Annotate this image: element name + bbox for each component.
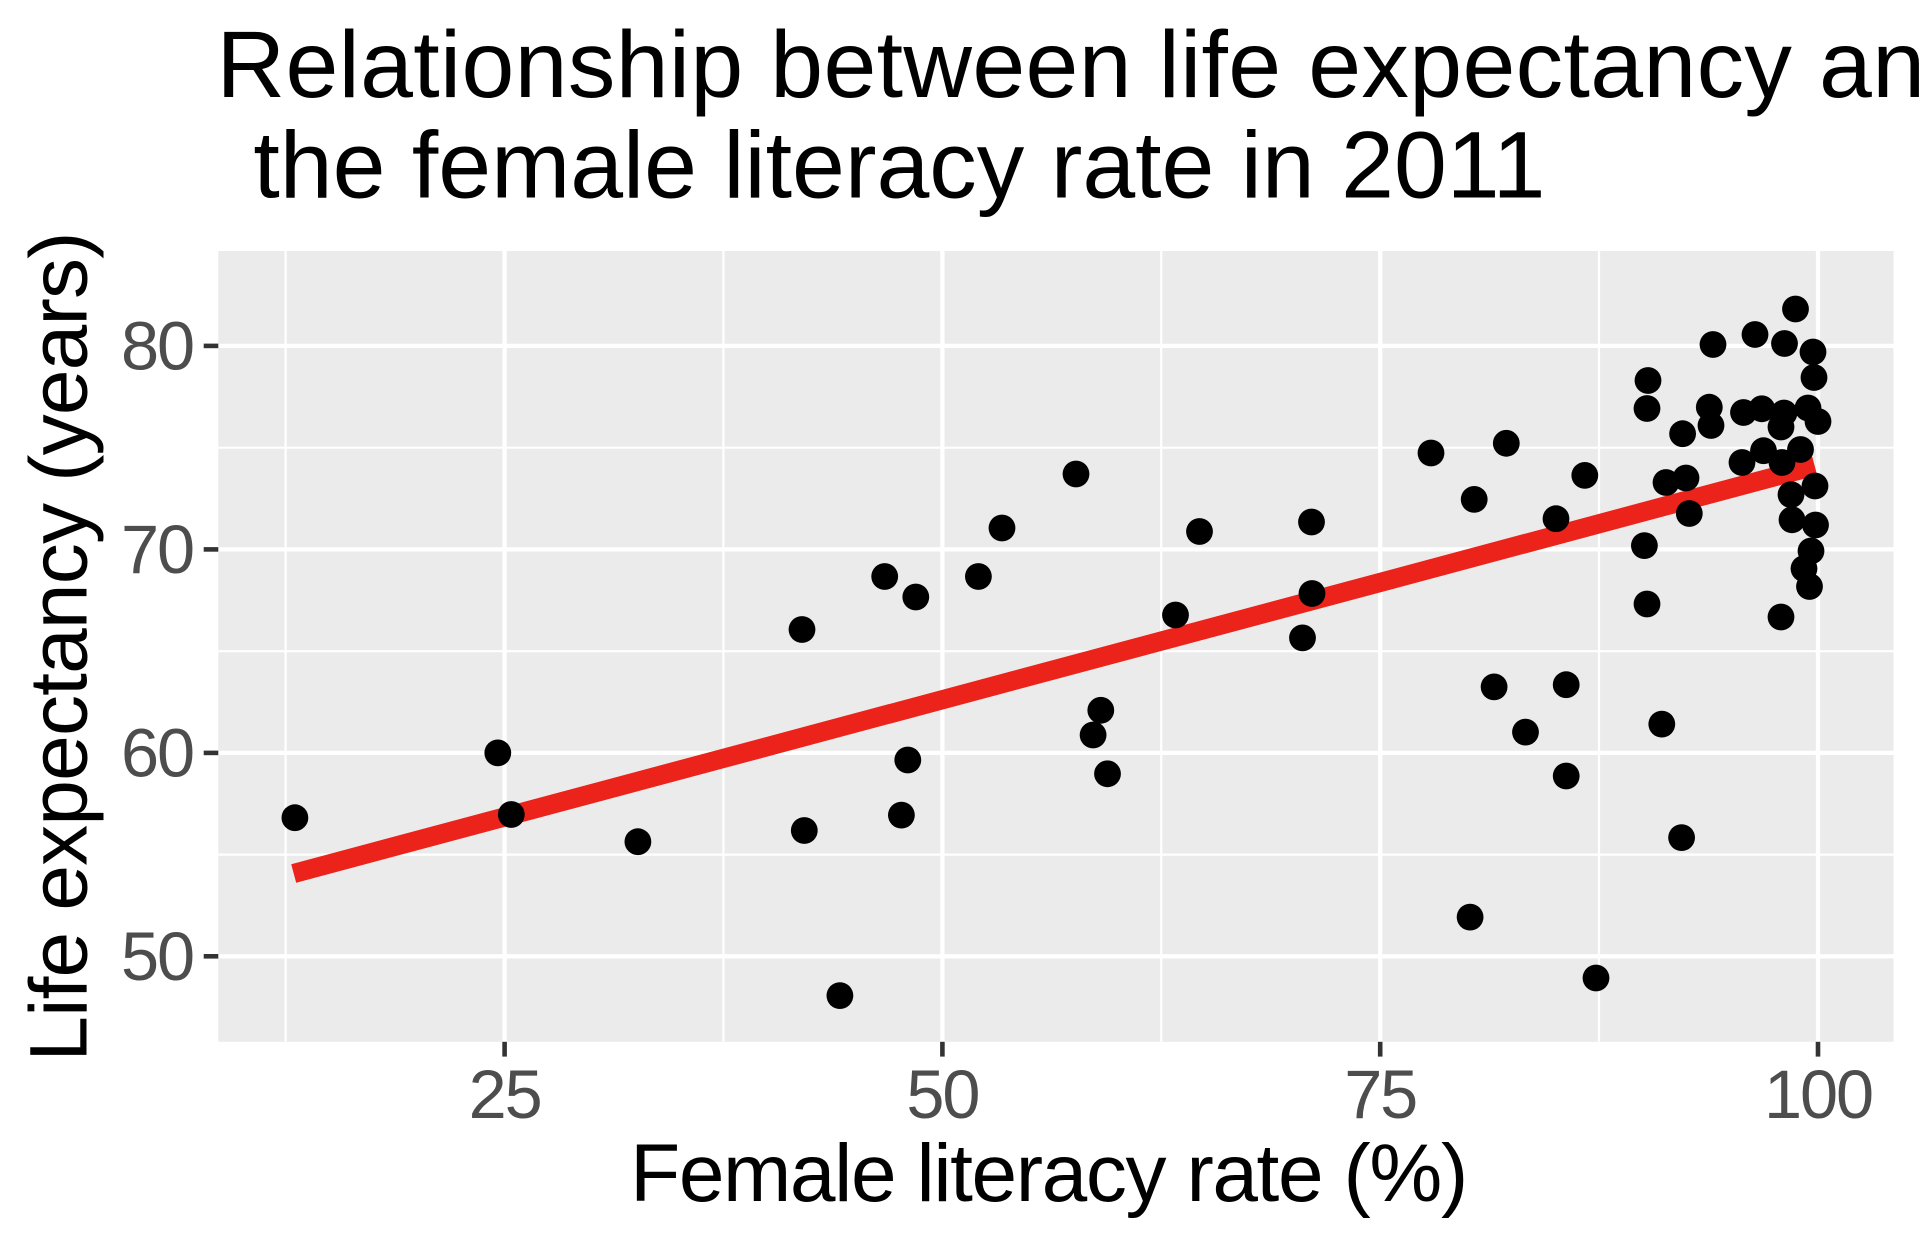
svg-text:80: 80: [121, 308, 193, 385]
svg-text:100: 100: [1764, 1056, 1872, 1133]
svg-text:75: 75: [1344, 1056, 1416, 1133]
svg-text:Relationship between life expe: Relationship between life expectancy and: [217, 12, 1920, 118]
svg-text:Life expectancy (years): Life expectancy (years): [13, 232, 104, 1061]
svg-text:50: 50: [906, 1056, 978, 1133]
svg-text:50: 50: [121, 918, 193, 995]
svg-text:60: 60: [121, 715, 193, 792]
svg-text:the female literacy rate in 20: the female literacy rate in 2011: [227, 113, 1545, 219]
svg-text:25: 25: [469, 1056, 541, 1133]
svg-text:Female literacy rate (%): Female literacy rate (%): [630, 1128, 1467, 1219]
svg-text:70: 70: [121, 511, 193, 588]
